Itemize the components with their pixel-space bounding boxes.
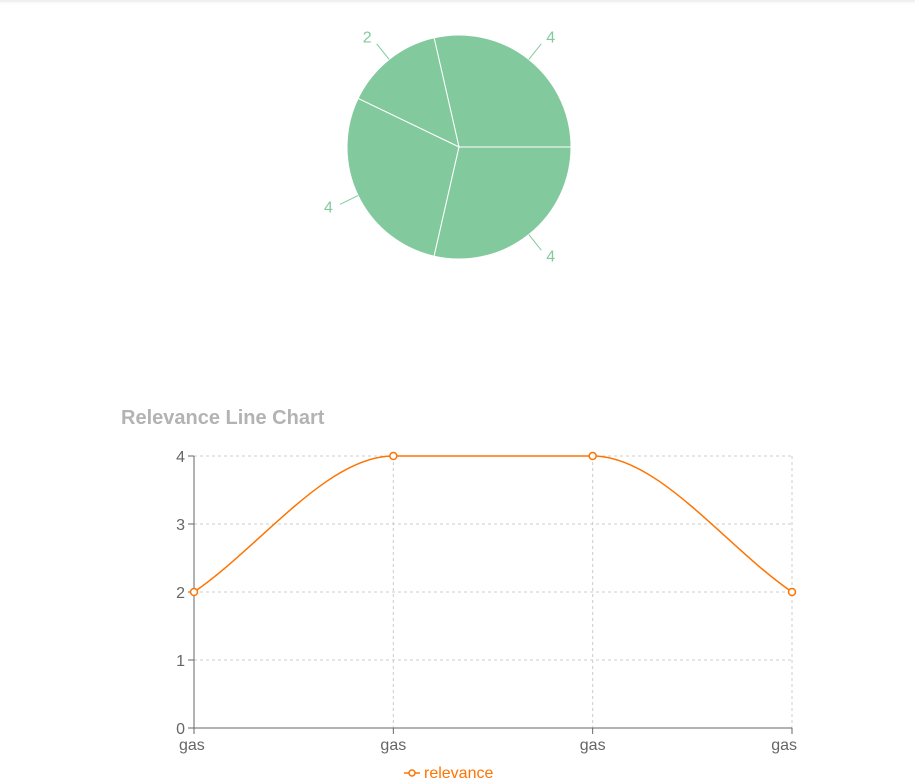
data-point: [389, 451, 398, 461]
pie-label-line: [528, 234, 542, 251]
pie-label: 2: [363, 30, 372, 47]
y-tick-label: 4: [176, 449, 185, 466]
pie-label: 4: [546, 248, 555, 265]
data-point: [787, 587, 797, 597]
series-line-relevance: [193, 455, 793, 593]
legend-label: relevance: [424, 765, 493, 782]
pie-slice: [433, 34, 572, 148]
y-tick-label: 2: [176, 585, 185, 602]
data-point: [588, 451, 597, 461]
data-point: [189, 587, 199, 597]
legend-marker-icon: [408, 769, 416, 777]
pie-label-line: [339, 195, 359, 205]
y-tick-label: 3: [176, 517, 185, 534]
x-tick-label: gas: [580, 737, 606, 754]
x-tick-label: gas: [380, 737, 406, 754]
pie-label-line: [376, 43, 390, 60]
y-tick-label: 1: [176, 653, 185, 670]
x-tick-label: gas: [179, 737, 205, 754]
pie-label: 4: [324, 200, 333, 217]
x-tick-label: gas: [771, 737, 797, 754]
top-divider: [0, 0, 915, 2]
line-chart-title: Relevance Line Chart: [121, 407, 325, 429]
pie-slice: [346, 97, 460, 257]
pie-chart: 4 2 4 4: [324, 30, 572, 265]
pie-slice: [357, 37, 460, 148]
pie-label-line: [528, 43, 542, 60]
pie-label: 4: [546, 30, 555, 47]
pie-slice: [433, 146, 572, 260]
y-tick-label: 0: [176, 721, 185, 738]
